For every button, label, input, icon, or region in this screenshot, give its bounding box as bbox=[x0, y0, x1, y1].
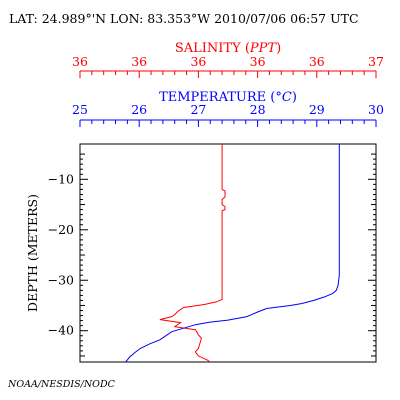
salinity-tick-label: 36 bbox=[309, 54, 325, 69]
temperature-profile-line bbox=[125, 144, 340, 363]
salinity-unit: PPT bbox=[249, 41, 277, 56]
temperature-tick-label: 29 bbox=[309, 102, 325, 117]
temperature-axis: TEMPERATURE (°C) 25 26 27 28 29 30 bbox=[72, 90, 384, 127]
temperature-tick-label: 25 bbox=[72, 102, 88, 117]
salinity-tick-label: 36 bbox=[131, 54, 147, 69]
depth-tick-label: −10 bbox=[48, 171, 74, 186]
depth-axis-title: DEPTH (METERS) bbox=[25, 194, 40, 312]
temperature-tick-label: 30 bbox=[368, 102, 384, 117]
salinity-tick-label: 36 bbox=[190, 54, 206, 69]
depth-tick-label: −30 bbox=[48, 272, 74, 287]
temperature-axis-title: TEMPERATURE (°C) bbox=[159, 90, 297, 105]
profile-lines bbox=[125, 144, 340, 363]
depth-axis: −10 −20 −30 −40 bbox=[48, 153, 376, 357]
salinity-tick-label: 36 bbox=[72, 54, 88, 69]
salinity-profile-line bbox=[159, 144, 226, 363]
temperature-tick-label: 26 bbox=[131, 102, 147, 117]
depth-tick-label: −20 bbox=[48, 222, 74, 237]
salinity-tick-label: 36 bbox=[250, 54, 266, 69]
temperature-unit: °C bbox=[275, 90, 292, 105]
temperature-tick-label: 28 bbox=[250, 102, 266, 117]
data-source-credit: NOAA/NESDIS/NODC bbox=[7, 379, 116, 390]
salinity-axis: SALINITY (PPT) 36 36 36 36 36 37 bbox=[72, 41, 384, 78]
salinity-axis-title: SALINITY (PPT) bbox=[175, 41, 281, 56]
plot-frame bbox=[79, 143, 377, 363]
depth-tick-label: −40 bbox=[48, 323, 74, 338]
location-datetime-header: LAT: 24.989°'N LON: 83.353°W 2010/07/06 … bbox=[9, 11, 359, 26]
salinity-tick-label: 37 bbox=[368, 54, 384, 69]
temperature-tick-label: 27 bbox=[190, 102, 206, 117]
